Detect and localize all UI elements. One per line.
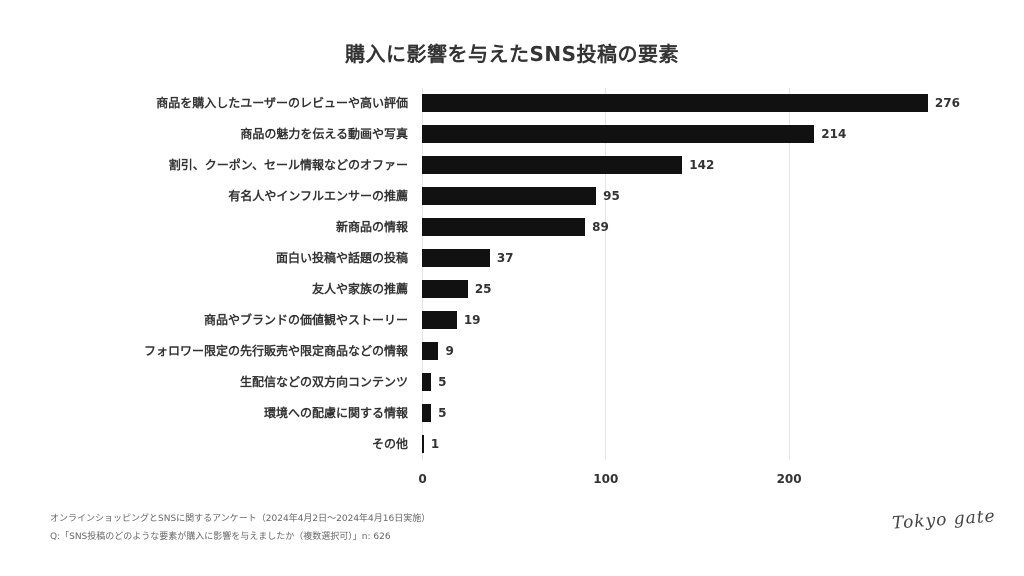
question-note: Q:「SNS投稿のどのような要素が購入に影響を与えましたか（複数選択可）」n: …	[50, 532, 391, 542]
bar	[422, 404, 432, 422]
value-label: 89	[592, 220, 609, 234]
bar	[422, 249, 490, 267]
category-label: 有名人やインフルエンサーの推薦	[228, 189, 408, 203]
bar-row: 商品やブランドの価値観やストーリー 19	[0, 311, 1024, 329]
bar	[422, 187, 597, 205]
value-label: 142	[689, 158, 715, 172]
category-label: 割引、クーポン、セール情報などのオファー	[168, 158, 408, 172]
bar-row: 新商品の情報 89	[0, 218, 1024, 236]
gridline	[788, 88, 790, 460]
bar	[422, 156, 683, 174]
bar-row: 割引、クーポン、セール情報などのオファー 142	[0, 156, 1024, 174]
bar	[422, 218, 586, 236]
value-label: 214	[821, 127, 847, 141]
value-label: 9	[445, 344, 454, 358]
bar	[422, 125, 815, 143]
chart-title: 購入に影響を与えたSNS投稿の要素	[344, 42, 680, 66]
value-label: 25	[474, 282, 492, 296]
value-label: 276	[934, 96, 960, 110]
value-label: 19	[463, 313, 481, 327]
survey-note: オンラインショッピングとSNSに関するアンケート（2024年4月2日〜2024年…	[50, 514, 431, 524]
value-label: 1	[430, 437, 440, 451]
value-label: 5	[438, 406, 447, 420]
bar	[422, 373, 432, 391]
category-label: 面白い投稿や話題の投稿	[275, 251, 408, 265]
x-tick-label: 200	[776, 472, 802, 486]
bar-row: 生配信などの双方向コンテンツ 5	[0, 373, 1024, 391]
category-label: 商品の魅力を伝える動画や写真	[240, 127, 408, 141]
bar-row: 商品の魅力を伝える動画や写真 214	[0, 125, 1024, 143]
gridline	[605, 88, 607, 460]
bar	[422, 435, 424, 453]
bar-row: 友人や家族の推薦 25	[0, 280, 1024, 298]
bar-row: 有名人やインフルエンサーの推薦 95	[0, 187, 1024, 205]
bar	[422, 94, 928, 112]
category-label: フォロワー限定の先行販売や限定商品などの情報	[143, 344, 408, 358]
bar	[422, 280, 468, 298]
bar-row: 面白い投稿や話題の投稿 37	[0, 249, 1024, 267]
category-label: 商品を購入したユーザーのレビューや高い評価	[156, 96, 408, 110]
category-label: 新商品の情報	[335, 220, 408, 234]
bar-row: 商品を購入したユーザーのレビューや高い評価 276	[0, 94, 1024, 112]
value-label: 5	[438, 375, 447, 389]
category-label: 生配信などの双方向コンテンツ	[239, 375, 408, 389]
x-tick-label: 100	[593, 472, 619, 486]
category-label: 商品やブランドの価値観やストーリー	[203, 313, 408, 327]
bar	[422, 342, 439, 360]
value-label: 95	[603, 189, 620, 203]
gridline	[422, 88, 423, 460]
bar	[422, 311, 457, 329]
bar-row: フォロワー限定の先行販売や限定商品などの情報 9	[0, 342, 1024, 360]
bar-row: その他 1	[0, 435, 1024, 453]
category-label: 環境への配慮に関する情報	[263, 406, 408, 420]
category-label: その他	[371, 437, 408, 451]
category-label: 友人や家族の推薦	[311, 282, 408, 296]
bar-row: 環境への配慮に関する情報 5	[0, 404, 1024, 422]
x-tick-label: 0	[418, 472, 427, 486]
value-label: 37	[496, 251, 514, 265]
